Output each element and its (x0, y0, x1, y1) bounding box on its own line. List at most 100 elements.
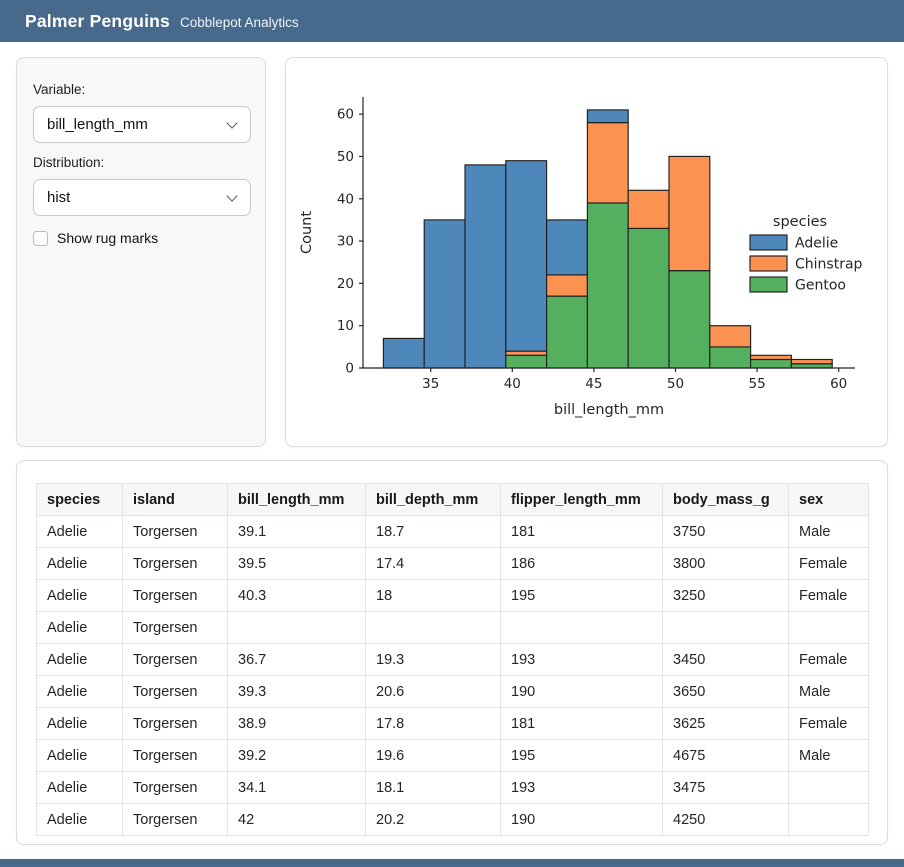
table-row: Adelie Torgersen 39.5 17.4 186 3800 Female (36, 547, 869, 580)
column-header: sex (788, 483, 869, 516)
table-cell: 19.3 (365, 643, 501, 676)
table-cell: 186 (500, 547, 663, 580)
table-cell: Female (788, 707, 869, 740)
table-row: Adelie Torgersen 40.3 18 195 3250 Female (36, 579, 869, 612)
show-rug-checkbox[interactable] (33, 230, 48, 246)
table-cell: Adelie (36, 771, 123, 804)
table-cell: 193 (500, 643, 663, 676)
table-cell: Adelie (36, 803, 123, 836)
table-cell: 3250 (662, 579, 789, 612)
table-row: Adelie Torgersen 38.9 17.8 181 3625 Female (36, 707, 869, 740)
table-cell (500, 611, 663, 644)
table-cell: 181 (500, 707, 663, 740)
table-cell: Adelie (36, 675, 123, 708)
table-cell: Male (788, 675, 869, 708)
table-cell: Female (788, 643, 869, 676)
legend-label: Gentoo (795, 278, 846, 294)
y-tick-label: 30 (337, 234, 354, 250)
table-cell: Torgersen (122, 579, 228, 612)
histogram-bar-segment (668, 270, 711, 369)
table-cell: 19.6 (365, 739, 501, 772)
variable-label: Variable: (33, 82, 86, 97)
table-cell: 18.7 (365, 515, 501, 548)
table-cell: 190 (500, 675, 663, 708)
table-header-row: species island bill_length_mm bill_depth_mm… (36, 483, 869, 516)
chevron-down-icon (226, 189, 238, 202)
table-cell: 39.2 (227, 739, 366, 772)
y-tick-label: 20 (337, 276, 354, 292)
table-cell: Adelie (36, 707, 123, 740)
x-tick-label: 60 (830, 376, 847, 392)
table-cell: Torgersen (122, 547, 228, 580)
data-table: species island bill_length_mm bill_depth_mm… (36, 483, 869, 836)
histogram-bar-segment (750, 358, 792, 369)
table-cell (788, 611, 869, 644)
table-row: Adelie Torgersen 34.1 18.1 193 3475 (36, 771, 869, 804)
column-header: flipper_length_mm (500, 483, 663, 516)
table-cell: 3475 (662, 771, 789, 804)
legend-label: Chinstrap (795, 257, 863, 273)
histogram-bar-segment (668, 155, 711, 272)
column-header: body_mass_g (662, 483, 789, 516)
table-cell: Torgersen (122, 739, 228, 772)
app-title: Palmer Penguins (25, 10, 170, 31)
distribution-select[interactable]: hist (33, 179, 251, 216)
histogram-bar-segment (546, 274, 588, 297)
column-header: island (122, 483, 228, 516)
table-cell: 20.6 (365, 675, 501, 708)
histogram-bar-segment (382, 337, 425, 369)
column-header: bill_length_mm (227, 483, 366, 516)
table-cell: 39.3 (227, 675, 366, 708)
table-cell: 42 (227, 803, 366, 836)
variable-select[interactable]: bill_length_mm (33, 106, 251, 143)
variable-select-value: bill_length_mm (47, 116, 148, 133)
table-row: Adelie Torgersen 42 20.2 190 4250 (36, 803, 869, 836)
legend-swatch (749, 276, 788, 293)
table-cell (788, 803, 869, 836)
table-cell: 18 (365, 579, 501, 612)
histogram-bar-segment (750, 354, 792, 361)
table-cell: Adelie (36, 515, 123, 548)
table-cell (365, 611, 501, 644)
table-row: Adelie Torgersen 39.2 19.6 195 4675 Male (36, 739, 869, 772)
table-row: Adelie Torgersen 36.7 19.3 193 3450 Female (36, 643, 869, 676)
table-cell: 190 (500, 803, 663, 836)
y-tick-label: 40 (337, 191, 354, 207)
table-cell: 34.1 (227, 771, 366, 804)
table-cell: 3650 (662, 675, 789, 708)
y-tick-label: 10 (337, 318, 354, 334)
histogram-bar-segment (709, 346, 752, 369)
table-cell (788, 771, 869, 804)
table-cell: 4675 (662, 739, 789, 772)
table-cell (227, 611, 366, 644)
table-cell: 195 (500, 739, 663, 772)
table-cell: Female (788, 547, 869, 580)
table-cell: 17.8 (365, 707, 501, 740)
table-cell: Torgersen (122, 707, 228, 740)
table-cell: 40.3 (227, 579, 366, 612)
app-header: Palmer Penguins Cobblepot Analytics (0, 0, 904, 42)
legend-label: Adelie (795, 236, 838, 252)
table-cell: Torgersen (122, 611, 228, 644)
distribution-select-value: hist (47, 189, 71, 206)
app-subtitle: Cobblepot Analytics (180, 15, 299, 30)
histogram-chart: 35 40 45 50 55 60 0 10 20 30 40 50 60 bill_length_mm C… (299, 97, 863, 418)
table-cell: Adelie (36, 547, 123, 580)
table-row: Adelie Torgersen 39.1 18.7 181 3750 Male (36, 515, 869, 548)
table-cell: 3750 (662, 515, 789, 548)
table-row: Adelie Torgersen (36, 611, 869, 644)
table-row: Adelie Torgersen 39.3 20.6 190 3650 Male (36, 675, 869, 708)
table-cell: 195 (500, 579, 663, 612)
histogram-bar-segment (546, 295, 588, 369)
chevron-down-icon (226, 116, 238, 129)
histogram-bar-segment (586, 202, 629, 369)
histogram-card: 35 40 45 50 55 60 0 10 20 30 40 50 60 bill_length_mm C… (285, 57, 888, 447)
x-tick-label: 40 (504, 376, 521, 392)
table-cell: Torgersen (122, 675, 228, 708)
histogram-bar-segment (709, 325, 752, 348)
table-cell: Torgersen (122, 515, 228, 548)
table-cell: 193 (500, 771, 663, 804)
y-tick-label: 50 (337, 149, 354, 165)
table-cell: 181 (500, 515, 663, 548)
table-cell: 3800 (662, 547, 789, 580)
